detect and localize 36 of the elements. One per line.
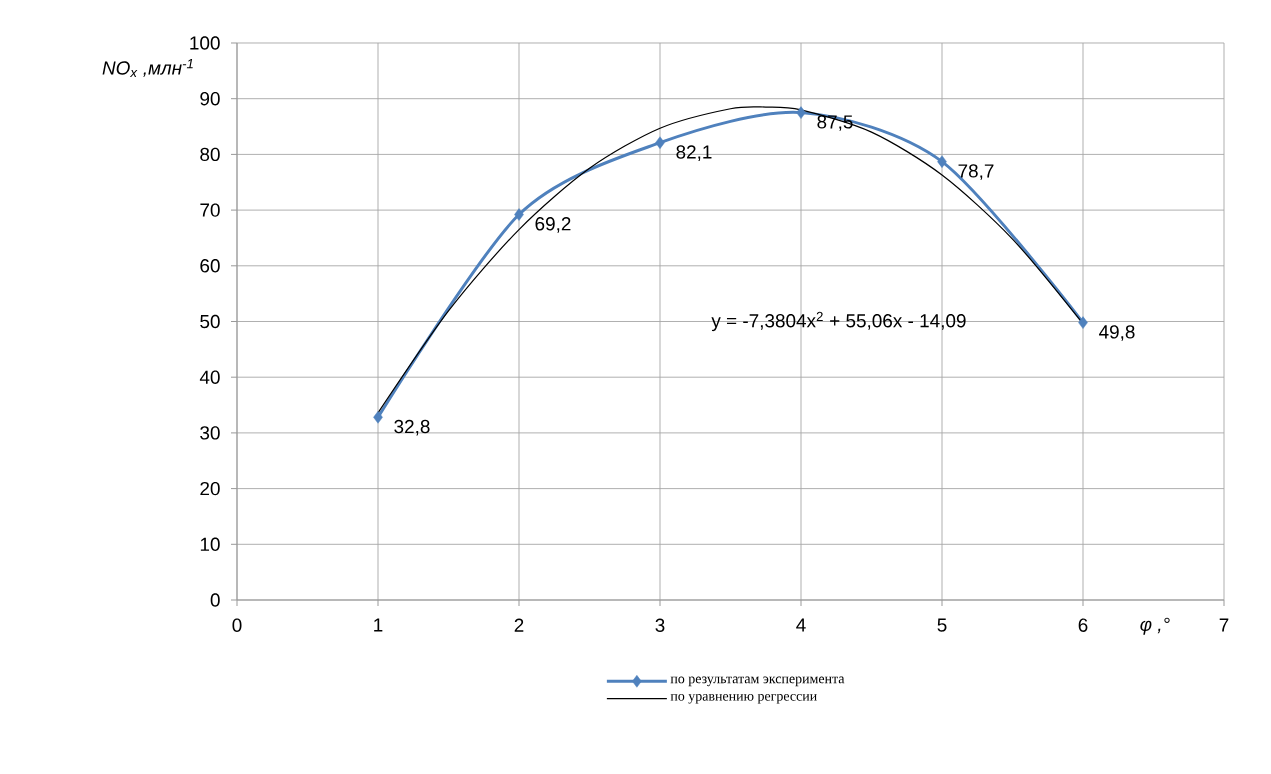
y-tick-label: 30 [200,426,220,440]
legend-label: по результатам эксперимента [670,676,845,687]
data-label: 87,5 [817,115,853,131]
legend-label: по уравнению регрессии [670,693,817,704]
data-label: 49,8 [1099,325,1135,341]
y-tick-label: 90 [200,91,220,106]
x-tick-label: 4 [796,618,806,632]
point [373,411,383,424]
data-label: 32,8 [394,419,430,436]
x-axis-title: φ ,° [1140,617,1170,635]
y-tick-label: 40 [199,370,220,384]
point [655,136,665,149]
point [514,208,524,221]
x-tick-label: 5 [937,618,947,632]
x-tick-label: 2 [514,618,524,632]
point [1078,316,1088,329]
data-label: 82,1 [676,145,712,161]
y-tick-label: 100 [190,36,220,50]
y-tick-label: 0 [210,593,220,607]
y-tick-label: 70 [200,203,220,217]
x-tick-label: 1 [374,618,383,632]
y-tick-label: 50 [200,314,220,329]
x-tick-label: 7 [1219,618,1229,632]
point [937,155,947,168]
y-tick-label: 10 [200,537,220,551]
y-axis-title: NO$_{x}$ ,млн$^{-1}$ [102,59,193,78]
annotation: y = -7,3804x$^{2}$ + 55,06x - 14,09 [711,311,966,332]
x-tick-label: 0 [232,618,242,632]
point [796,106,806,119]
y-tick-label: 60 [200,259,220,273]
x-tick-label: 6 [1078,618,1088,632]
y-tick-label: 20 [200,481,220,496]
y-tick-label: 80 [200,147,220,162]
x-tick-label: 3 [655,618,665,632]
data-label: 69,2 [535,217,571,233]
data-label: 78,7 [958,164,994,180]
